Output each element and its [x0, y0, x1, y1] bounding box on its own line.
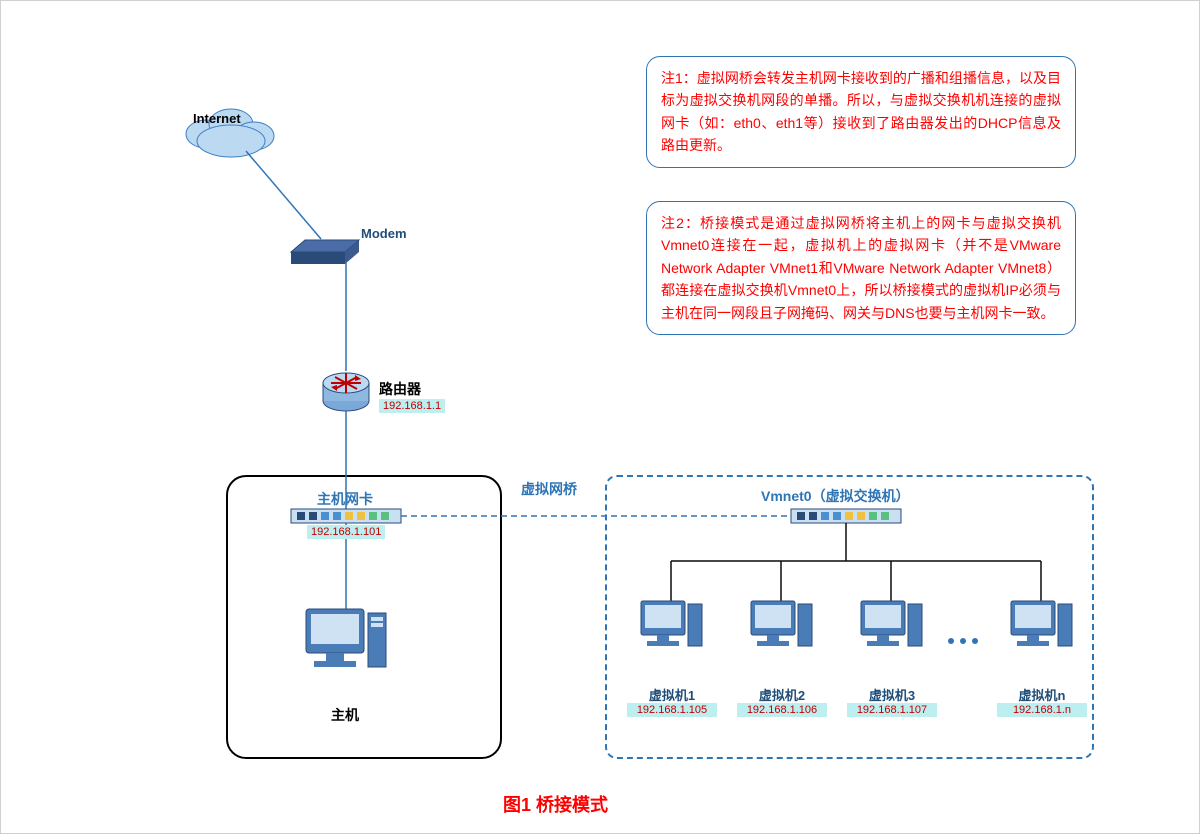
bridge-label: 虚拟网桥: [517, 479, 581, 499]
vm-3-ip: 192.168.1.107: [847, 703, 937, 717]
note-2: 注2：桥接模式是通过虚拟网桥将主机上的网卡与虚拟交换机Vmnet0连接在一起，虚…: [646, 201, 1076, 335]
note-1: 注1：虚拟网桥会转发主机网卡接收到的广播和组播信息，以及目标为虚拟交换机网段的单…: [646, 56, 1076, 168]
vm-2-label: 虚拟机2: [737, 685, 827, 704]
vmnet-label: Vmnet0（虚拟交换机）: [761, 486, 910, 506]
host-nic-label: 主机网卡: [317, 489, 373, 509]
modem-icon: [291, 240, 359, 264]
host-label: 主机: [331, 705, 359, 725]
vm-3-label: 虚拟机3: [847, 685, 937, 704]
host-box: [226, 475, 502, 759]
vm-2-ip: 192.168.1.106: [737, 703, 827, 717]
vm-n-ip: 192.168.1.n: [997, 703, 1087, 717]
host-nic-ip: 192.168.1.101: [307, 525, 385, 539]
vm-1-label: 虚拟机1: [627, 685, 717, 704]
router-icon: [323, 373, 369, 411]
vm-1-ip: 192.168.1.105: [627, 703, 717, 717]
internet-label: Internet: [193, 111, 241, 126]
diagram-canvas: 注1：虚拟网桥会转发主机网卡接收到的广播和组播信息，以及目标为虚拟交换机网段的单…: [0, 0, 1200, 834]
caption: 图1 桥接模式: [503, 791, 608, 817]
router-label: 路由器: [379, 379, 421, 399]
router-ip: 192.168.1.1: [379, 399, 445, 413]
vm-n-label: 虚拟机n: [997, 685, 1087, 704]
modem-label: Modem: [361, 226, 407, 241]
